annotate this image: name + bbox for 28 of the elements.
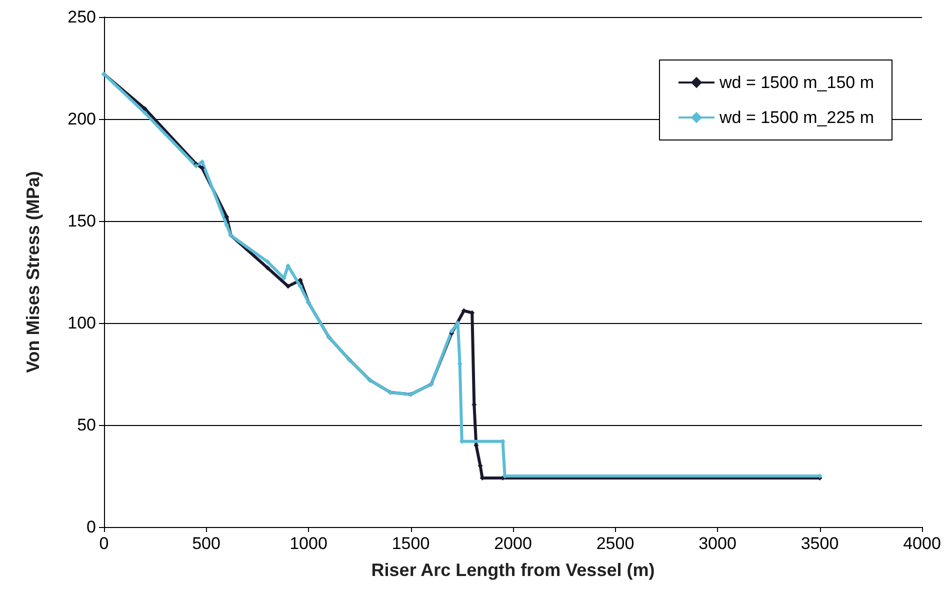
point [200, 165, 205, 170]
x-tick-label: 2500 [596, 534, 634, 553]
x-tick-label: 3500 [800, 534, 839, 553]
point [265, 259, 270, 264]
y-tick-label: 50 [77, 416, 96, 434]
legend-label: wd = 1500 m_225 m [718, 108, 874, 127]
x-tick-label: 3000 [698, 534, 736, 553]
x-axis-title: Riser Arc Length from Vessel (m) [371, 560, 655, 580]
legend-label: wd = 1500 m_150 m [718, 73, 874, 92]
x-tick-label: 2000 [494, 534, 532, 553]
x-tick-label: 4000 [903, 534, 941, 553]
point [298, 284, 303, 289]
point [142, 106, 148, 112]
point [224, 214, 230, 220]
point [298, 278, 303, 283]
point [265, 265, 270, 270]
x-tick-label: 0 [99, 534, 109, 553]
x-tick-label: 1500 [392, 534, 430, 553]
y-tick-label: 250 [68, 8, 96, 26]
y-axis-title: Von Mises Stress (MPa) [23, 171, 43, 373]
x-tick-label: 1000 [290, 534, 328, 553]
point [286, 284, 291, 289]
y-tick-label: 100 [68, 314, 96, 332]
y-tick-label: 150 [68, 212, 96, 230]
y-tick-label: 0 [86, 518, 96, 536]
y-tick-label: 200 [68, 110, 96, 128]
point [142, 110, 148, 116]
x-tick-label: 500 [192, 534, 220, 553]
